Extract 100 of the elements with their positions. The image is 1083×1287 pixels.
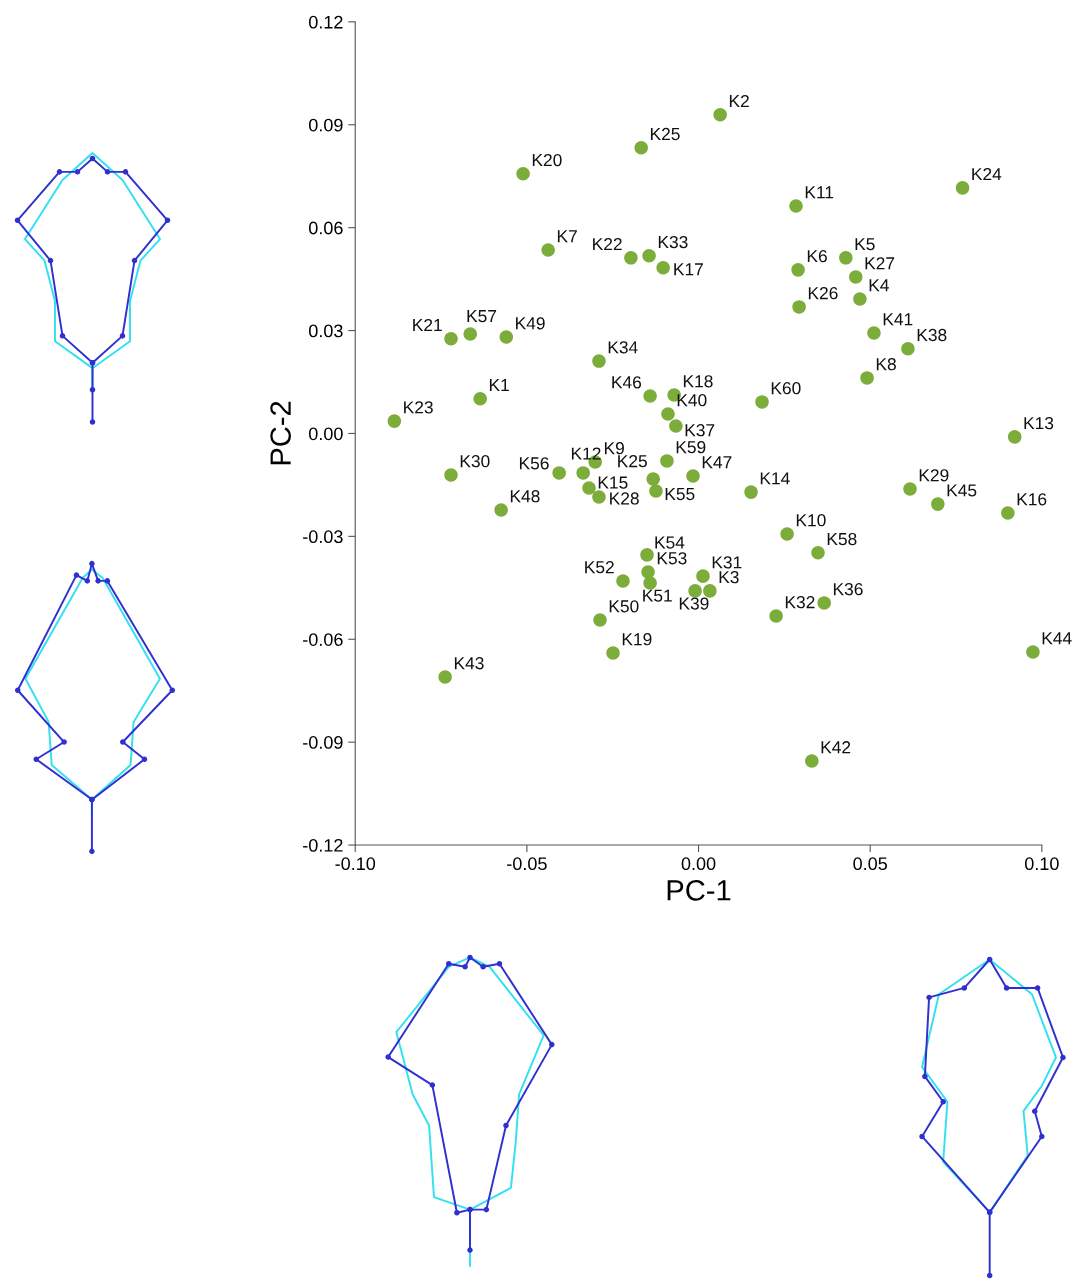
data-label: K43 xyxy=(454,657,484,670)
point xyxy=(688,584,702,598)
point xyxy=(516,167,530,181)
point xyxy=(789,199,803,213)
point xyxy=(646,472,660,486)
data-label: K46 xyxy=(612,376,642,389)
data-label: K14 xyxy=(760,472,790,485)
x-tick-label: 0.00 xyxy=(681,857,716,871)
x-tick-label: -0.05 xyxy=(507,857,547,871)
point xyxy=(1001,506,1015,520)
data-label: K59 xyxy=(676,441,706,454)
point xyxy=(780,527,794,541)
data-label: K11 xyxy=(805,186,834,199)
data-label: K38 xyxy=(917,328,947,342)
x-tick-label: -0.10 xyxy=(335,857,376,871)
data-label: K42 xyxy=(821,741,851,754)
point xyxy=(867,326,881,340)
data-label: K24 xyxy=(972,167,1002,181)
y-tick-label: 0.12 xyxy=(308,15,343,29)
data-label: K5 xyxy=(855,238,875,251)
y-tick-label: -0.12 xyxy=(303,838,343,852)
x-axis-title: PC-1 xyxy=(667,880,731,901)
point xyxy=(624,251,638,265)
point xyxy=(849,270,863,284)
point xyxy=(592,354,606,368)
y-axis-title: PC-2 xyxy=(270,401,291,465)
data-label: K45 xyxy=(947,484,977,497)
data-label: K40 xyxy=(677,394,707,407)
point xyxy=(839,251,853,265)
point xyxy=(649,484,663,498)
y-tick-label: -0.09 xyxy=(303,736,343,749)
point xyxy=(606,646,620,660)
point xyxy=(444,332,458,346)
point xyxy=(817,596,831,610)
point xyxy=(593,613,607,627)
point xyxy=(805,754,819,768)
point xyxy=(811,546,825,560)
data-label: K60 xyxy=(771,382,801,395)
data-label: K54 xyxy=(655,536,685,549)
point xyxy=(387,414,402,428)
data-label: K27 xyxy=(865,257,895,270)
data-label: K39 xyxy=(679,597,709,610)
point xyxy=(713,108,727,122)
data-label: K23 xyxy=(404,401,433,414)
data-label: K8 xyxy=(876,358,896,371)
data-label: K57 xyxy=(467,310,497,323)
data-label: K37 xyxy=(685,424,715,437)
data-label: K30 xyxy=(460,455,490,468)
data-label: K53 xyxy=(657,552,687,565)
data-label: K58 xyxy=(827,532,857,546)
point xyxy=(616,574,630,588)
point xyxy=(640,548,654,562)
point xyxy=(576,466,590,480)
point xyxy=(901,341,915,356)
data-label: K34 xyxy=(608,341,638,354)
y-tick-label: 0.03 xyxy=(308,324,343,338)
point xyxy=(696,569,710,583)
point xyxy=(592,490,606,504)
point xyxy=(791,263,805,277)
y-tick-label: -0.06 xyxy=(303,633,343,646)
data-label: K25 xyxy=(650,127,680,141)
data-label: K49 xyxy=(516,317,545,330)
point xyxy=(661,407,675,421)
data-label: K22 xyxy=(593,237,622,251)
point xyxy=(669,419,683,433)
point xyxy=(473,392,487,406)
y-tick-label: 0.00 xyxy=(308,427,343,441)
data-label: K12 xyxy=(571,447,601,460)
data-label: K15 xyxy=(598,476,628,489)
data-label: K4 xyxy=(869,279,889,292)
point xyxy=(444,468,458,482)
point xyxy=(656,261,670,275)
data-label: K32 xyxy=(785,596,815,609)
data-label: K18 xyxy=(683,375,713,388)
point xyxy=(643,389,657,403)
data-label: K47 xyxy=(702,456,732,469)
point xyxy=(494,503,508,517)
data-label: K56 xyxy=(519,457,549,470)
data-label: K31 xyxy=(712,556,742,569)
data-label: K7 xyxy=(557,230,577,243)
point xyxy=(438,670,452,684)
y-tick-label: 0.09 xyxy=(308,118,343,132)
point xyxy=(853,292,867,306)
data-label: K16 xyxy=(1017,493,1047,506)
data-label: K51 xyxy=(643,589,672,602)
point xyxy=(499,330,514,344)
data-label: K9 xyxy=(604,442,624,455)
data-label: K26 xyxy=(808,287,838,300)
y-tick-label: -0.03 xyxy=(303,530,343,544)
data-label: K48 xyxy=(510,490,540,503)
point xyxy=(903,482,917,496)
data-label: K28 xyxy=(610,492,639,505)
data-label: K3 xyxy=(719,571,739,584)
data-label: K13 xyxy=(1024,417,1054,430)
point xyxy=(552,466,566,480)
data-label: K19 xyxy=(622,633,652,646)
data-label: K55 xyxy=(665,488,695,501)
data-label: K1 xyxy=(489,379,509,392)
point xyxy=(1026,645,1040,659)
point xyxy=(634,140,648,155)
